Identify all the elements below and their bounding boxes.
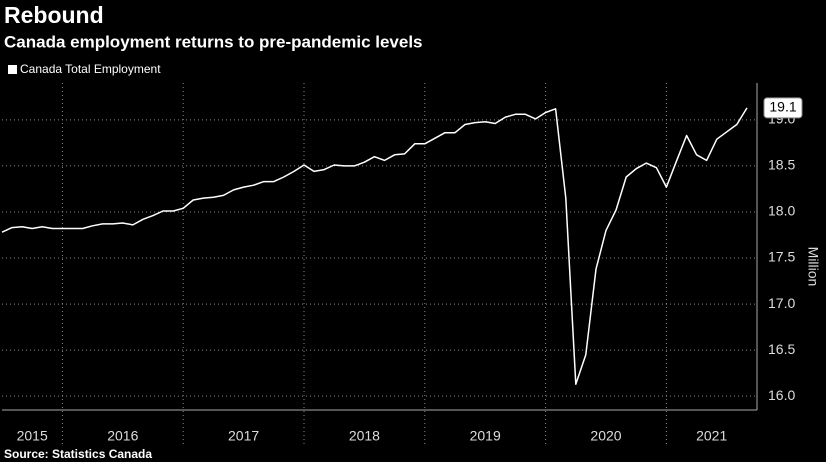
value-label-box — [763, 97, 803, 119]
y-axis-label: Million — [805, 247, 821, 287]
source: Source: Statistics Canada — [4, 447, 152, 461]
x-tick-label: 2017 — [228, 428, 259, 444]
y-tick-label: 17.5 — [768, 249, 795, 265]
series-line — [1, 107, 748, 385]
y-tick-label: 16.0 — [768, 387, 795, 403]
y-tick-label: 18.5 — [768, 157, 795, 173]
x-tick-label: 2015 — [17, 428, 48, 444]
y-tick-label: 17.0 — [768, 295, 795, 311]
chart-subtitle: Canada employment returns to pre-pandemi… — [4, 32, 423, 51]
y-tick-label: 18.0 — [768, 203, 795, 219]
x-tick-label: 2019 — [470, 428, 501, 444]
chart-title: Rebound — [4, 2, 104, 28]
x-tick-label: 2020 — [590, 428, 621, 444]
value-label: 19.1 — [769, 99, 796, 115]
x-tick-label: 2016 — [107, 428, 138, 444]
x-tick-label: 2018 — [349, 428, 380, 444]
y-tick-label: 16.5 — [768, 341, 795, 357]
x-tick-label: 2021 — [696, 428, 727, 444]
legend-swatch — [8, 65, 17, 74]
legend-label: Canada Total Employment — [20, 62, 161, 76]
